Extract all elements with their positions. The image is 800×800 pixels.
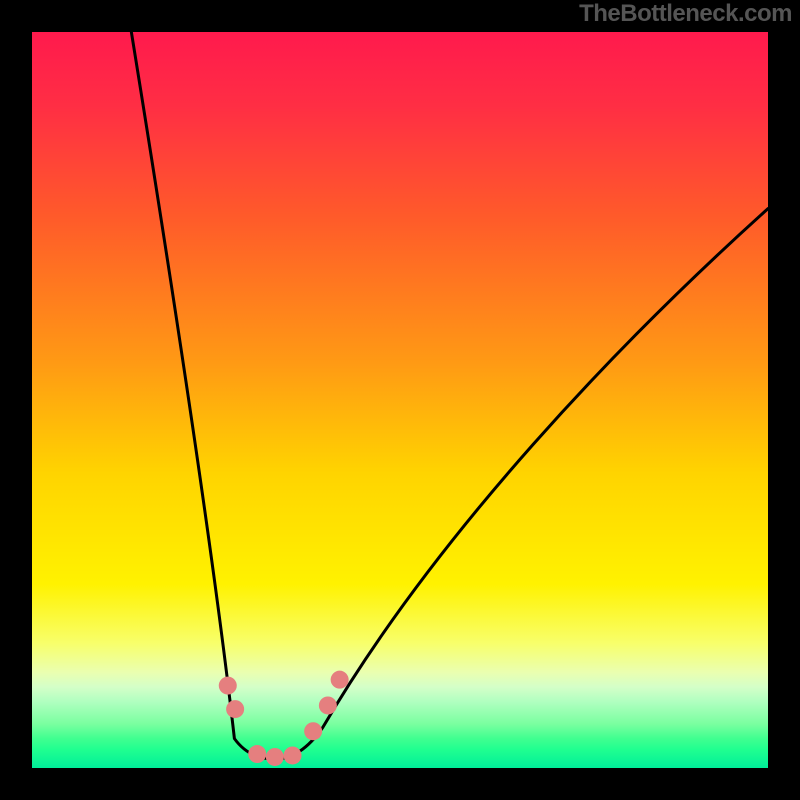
marker-dot <box>331 671 349 689</box>
marker-dot <box>304 722 322 740</box>
watermark-text: TheBottleneck.com <box>579 0 792 28</box>
chart-container: TheBottleneck.com <box>0 0 800 800</box>
marker-dot <box>284 746 302 764</box>
v-curve-path <box>131 32 768 759</box>
curve-layer <box>131 32 768 759</box>
marker-dot <box>319 696 337 714</box>
marker-dot <box>226 700 244 718</box>
marker-dot <box>219 677 237 695</box>
marker-dot <box>266 748 284 766</box>
marker-dot <box>248 745 266 763</box>
chart-svg <box>0 0 800 800</box>
